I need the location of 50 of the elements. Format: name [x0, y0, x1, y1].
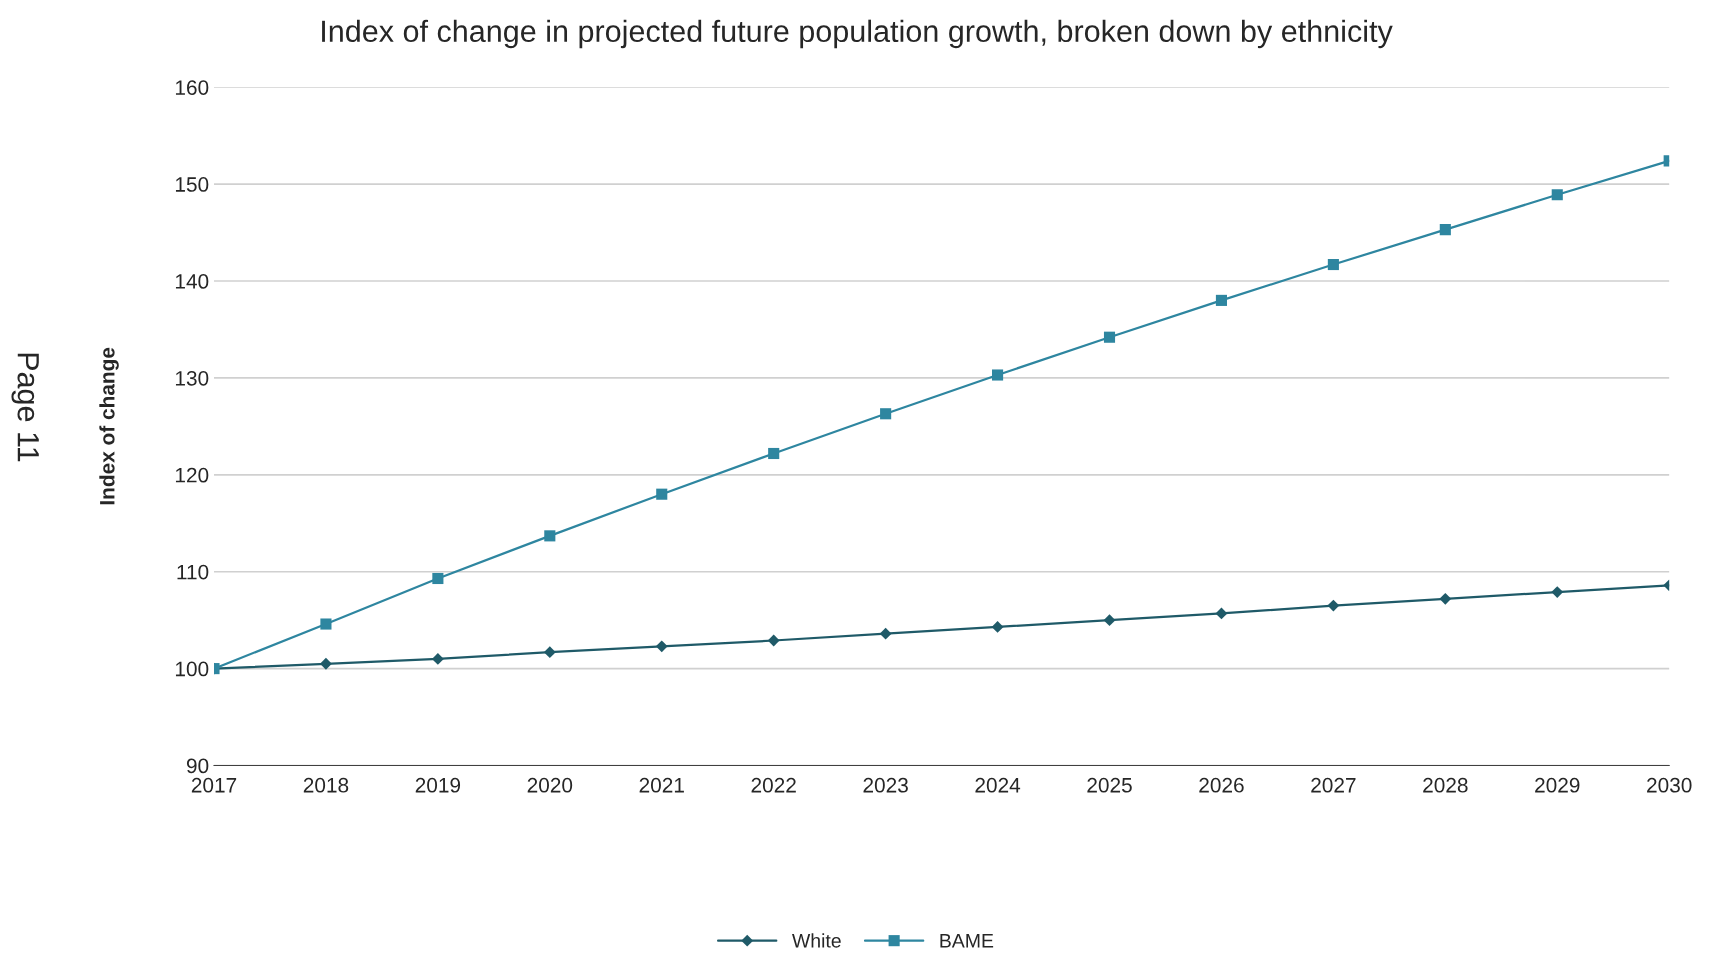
x-tick-label: 2021 [639, 777, 684, 793]
text: Page 11 [11, 353, 39, 462]
point [1215, 607, 1228, 620]
y-axis-title: Index of change [99, 347, 119, 505]
point [1439, 592, 1452, 605]
x-tick-label: 2018 [303, 777, 349, 793]
y-tick-label: 160 [175, 80, 209, 95]
point [1215, 294, 1227, 306]
point [1439, 224, 1451, 236]
point [543, 646, 556, 659]
x-tick-label: 2020 [527, 777, 573, 793]
point [767, 634, 780, 647]
x-tick-label: 2027 [1311, 777, 1356, 793]
point [879, 627, 892, 640]
x-tick-label: 2024 [975, 777, 1021, 793]
point [544, 530, 556, 542]
legend-label: White [792, 933, 841, 948]
x-tick-label: 2019 [415, 777, 461, 793]
point [880, 408, 892, 420]
legend-label: BAME [940, 934, 994, 948]
point [1327, 258, 1339, 271]
chart-title: Index of change in projected future population growth, broken down by ethnicity [322, 19, 1393, 49]
point [991, 621, 1004, 633]
x-tick-label: 2022 [751, 777, 796, 793]
x-tick-label: 2029 [1535, 777, 1580, 793]
point [432, 572, 444, 585]
point [1327, 599, 1340, 612]
point [1103, 614, 1116, 627]
y-tick-label: 120 [175, 467, 209, 483]
point [992, 369, 1004, 381]
x-tick-label: 2028 [1423, 777, 1468, 793]
point [320, 657, 332, 670]
point [768, 447, 780, 460]
y-tick-label: 130 [175, 370, 209, 386]
point [1551, 189, 1563, 201]
point [1551, 586, 1564, 598]
x-tick-label: 2030 [1647, 777, 1692, 793]
point [655, 640, 668, 653]
y-tick-label: 90 [186, 758, 209, 774]
x-tick-label: 2023 [863, 777, 908, 793]
x-tick-label: 2026 [1199, 777, 1244, 793]
point [656, 488, 668, 500]
x-tick-label: 2025 [1087, 777, 1132, 793]
x-tick-label: 2017 [191, 777, 237, 793]
point [1103, 331, 1116, 343]
y-tick-label: 100 [175, 661, 209, 677]
point [320, 618, 332, 630]
y-tick-label: 110 [177, 564, 209, 580]
y-tick-label: 150 [175, 177, 209, 192]
y-tick-label: 140 [175, 274, 209, 289]
